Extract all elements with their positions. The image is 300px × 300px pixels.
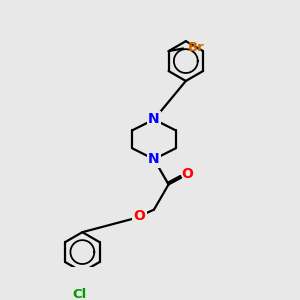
Text: N: N bbox=[148, 152, 160, 166]
Text: Br: Br bbox=[188, 41, 204, 54]
Text: Cl: Cl bbox=[72, 288, 86, 300]
Text: N: N bbox=[148, 112, 160, 126]
Text: O: O bbox=[181, 167, 193, 181]
Text: O: O bbox=[134, 209, 145, 223]
